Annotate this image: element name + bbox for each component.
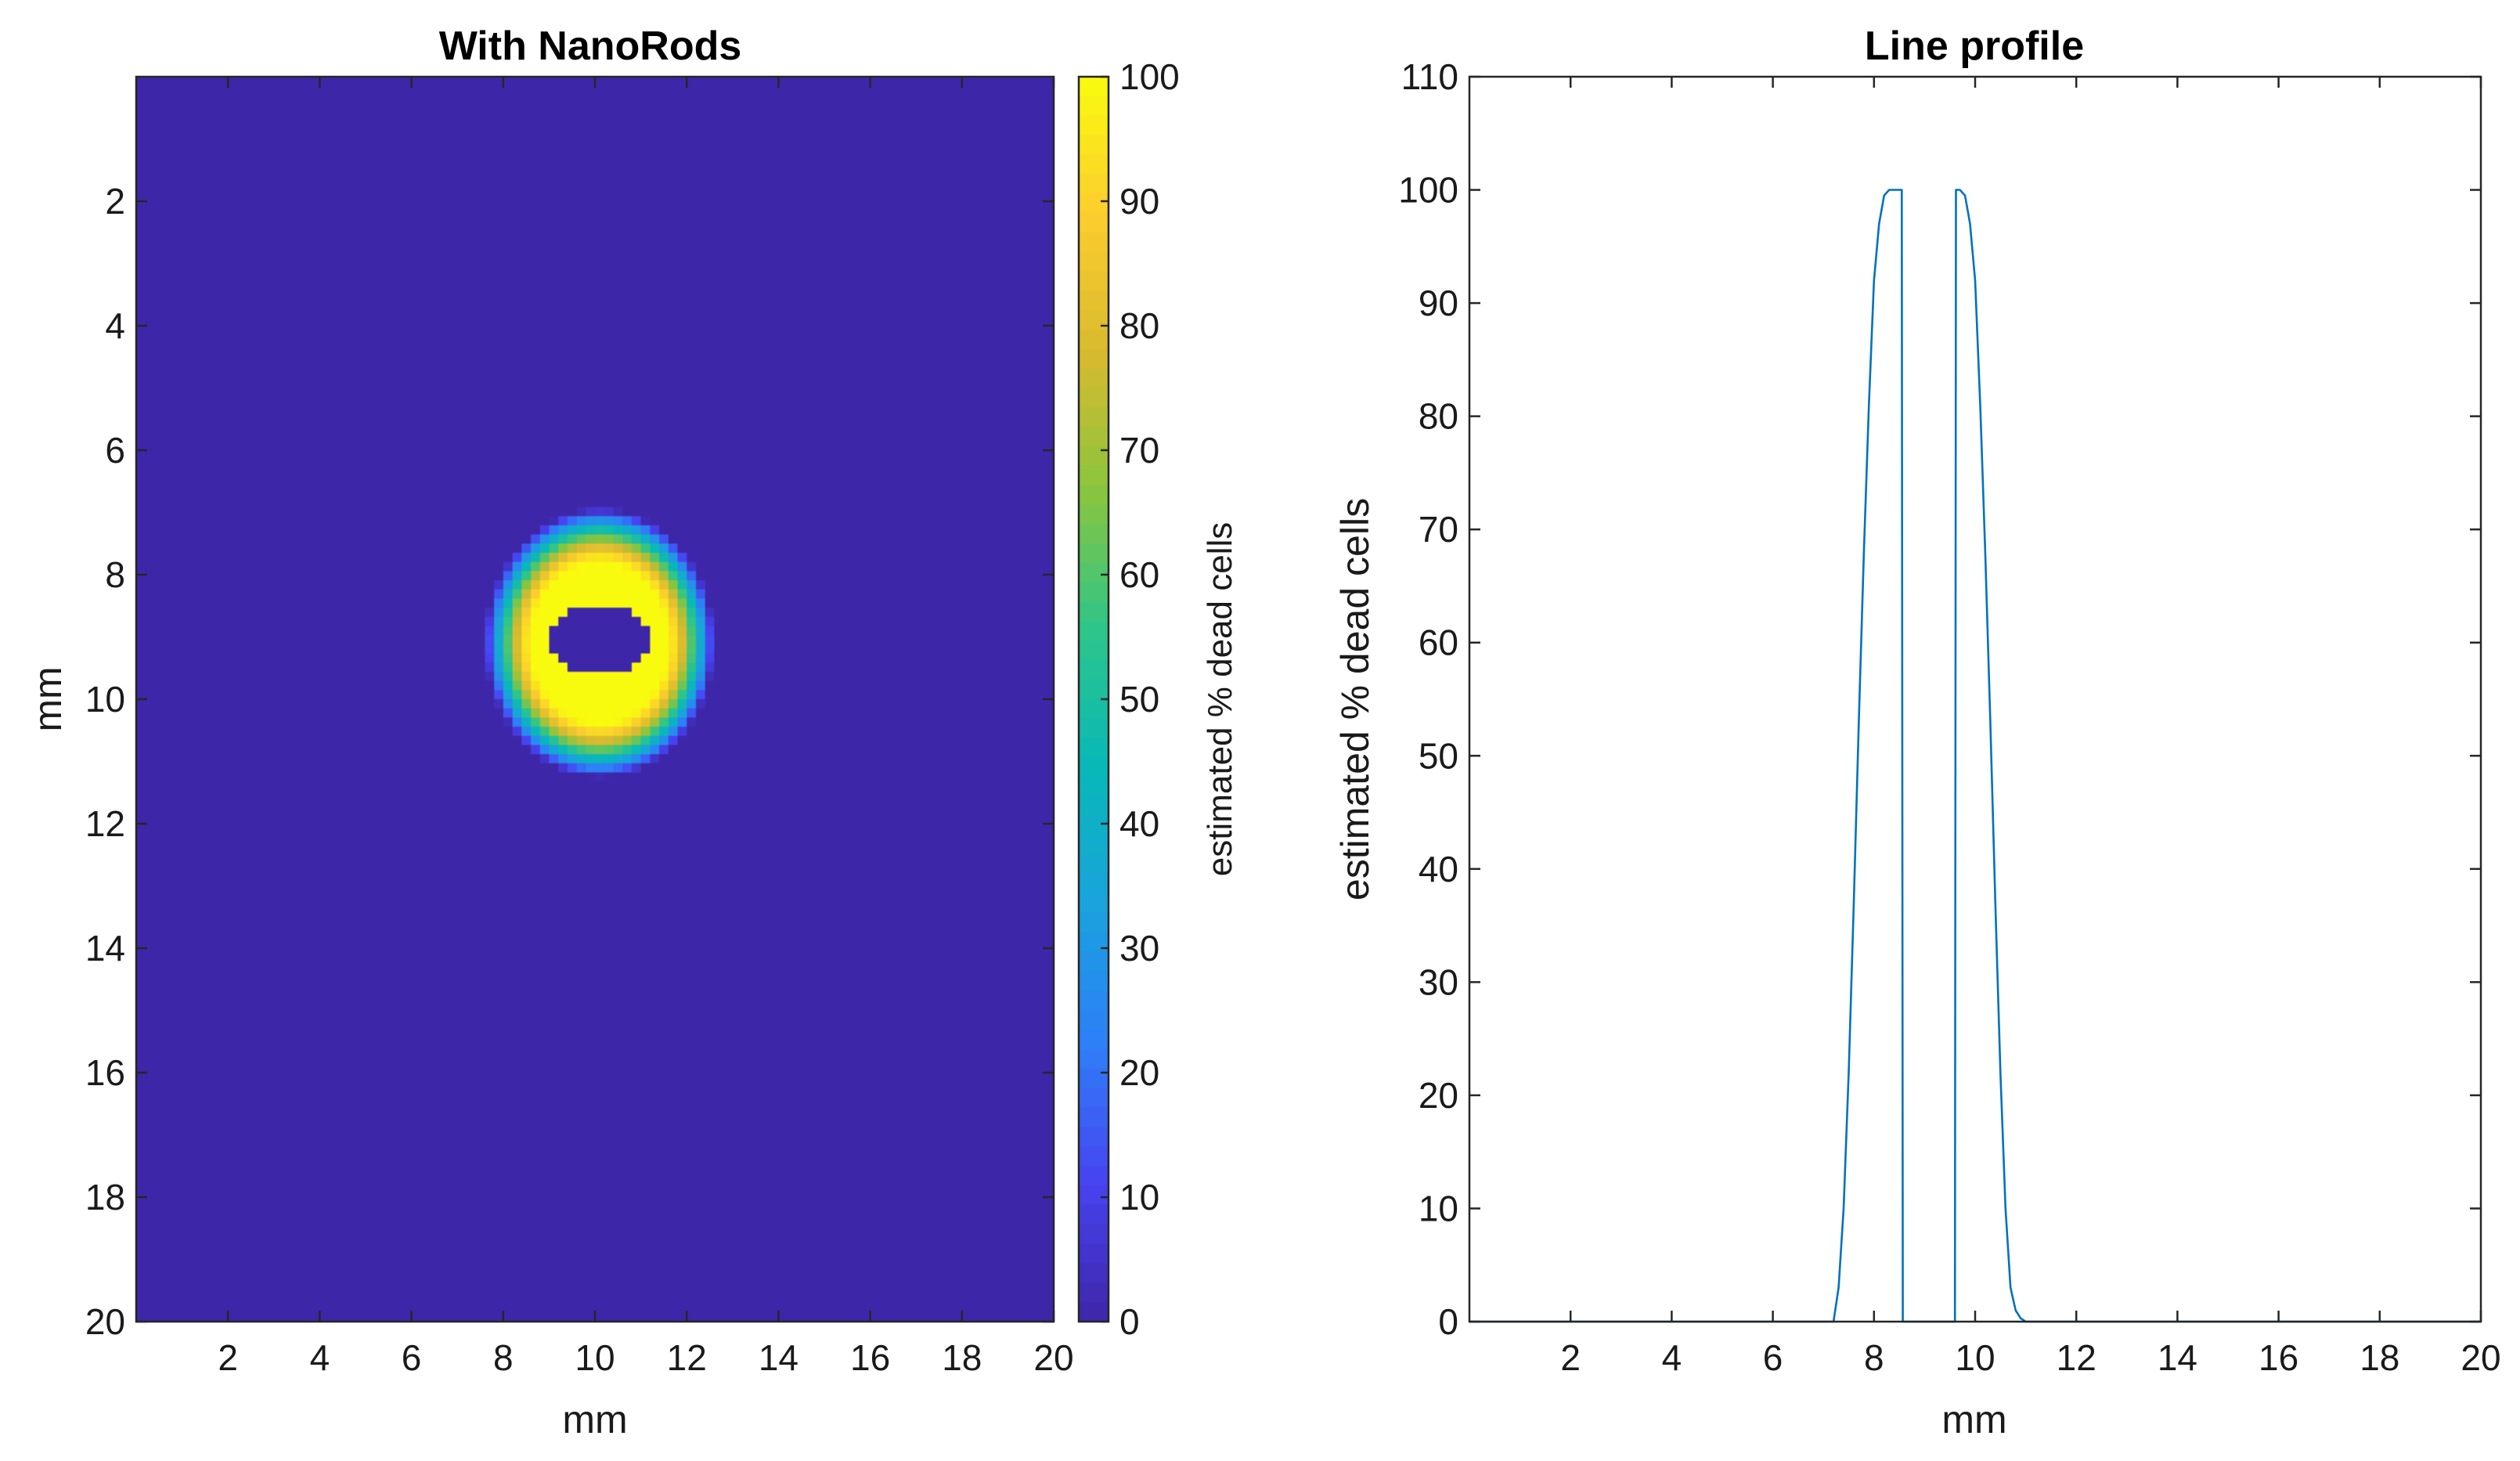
heatmap-y-tick-label: 16 bbox=[85, 1052, 125, 1093]
heatmap-panel: With NanoRods 2 4 6 8 10 12 14 16 18 20 2 4 6 8 10 12 1… bbox=[26, 23, 1074, 1441]
line-x-tick-label: 10 bbox=[1955, 1337, 1995, 1378]
line-y-tick-label: 90 bbox=[1419, 283, 1458, 323]
heatmap-y-tick-label: 6 bbox=[105, 430, 125, 471]
heatmap-x-ticks: 2 4 6 8 10 12 14 16 18 20 bbox=[218, 77, 1074, 1378]
line-x-tick-label: 2 bbox=[1560, 1337, 1581, 1378]
line-y-tick-label: 110 bbox=[1401, 56, 1458, 97]
colorbar-ticks: 0 10 20 30 40 50 60 70 80 90 100 bbox=[1101, 56, 1180, 1342]
colorbar-tick-label: 80 bbox=[1119, 305, 1159, 346]
colorbar-label: estimated % dead cells bbox=[1201, 522, 1239, 876]
heatmap-title: With NanoRods bbox=[439, 23, 742, 69]
heatmap-image bbox=[136, 77, 1054, 1322]
colorbar-tick-label: 40 bbox=[1119, 803, 1159, 844]
line-x-tick-label: 18 bbox=[2360, 1337, 2399, 1378]
heatmap-x-tick-label: 6 bbox=[402, 1337, 422, 1378]
heatmap-x-tick-label: 4 bbox=[310, 1337, 330, 1378]
heatmap-x-tick-label: 10 bbox=[575, 1337, 615, 1378]
line-x-tick-label: 12 bbox=[2057, 1337, 2096, 1378]
line-x-tick-label: 14 bbox=[2158, 1337, 2197, 1378]
heatmap-x-axis-label: mm bbox=[562, 1398, 627, 1441]
heatmap-x-tick-label: 20 bbox=[1033, 1337, 1073, 1378]
line-y-tick-label: 80 bbox=[1419, 396, 1458, 437]
heatmap-x-tick-label: 8 bbox=[493, 1337, 514, 1378]
line-x-ticks: 2 4 6 8 10 12 14 16 18 20 bbox=[1560, 77, 2501, 1378]
heatmap-x-tick-label: 16 bbox=[850, 1337, 890, 1378]
line-y-tick-label: 70 bbox=[1419, 509, 1458, 550]
colorbar-tick-label: 30 bbox=[1119, 928, 1159, 969]
heatmap-x-tick-label: 14 bbox=[759, 1337, 799, 1378]
line-y-tick-label: 40 bbox=[1419, 849, 1458, 889]
line-plot-background bbox=[1469, 77, 2481, 1322]
heatmap-y-tick-label: 10 bbox=[85, 679, 125, 720]
line-y-tick-label: 20 bbox=[1419, 1075, 1458, 1116]
colorbar-tick-label: 60 bbox=[1119, 554, 1159, 595]
line-y-tick-label: 50 bbox=[1419, 735, 1458, 776]
line-profile-panel: Line profile 2 4 6 8 10 12 14 16 18 20 0 10 20 30 40 5… bbox=[1333, 23, 2501, 1441]
colorbar-tick-label: 0 bbox=[1119, 1301, 1140, 1342]
line-y-tick-label: 10 bbox=[1419, 1188, 1458, 1228]
colorbar-tick-label: 70 bbox=[1119, 430, 1159, 471]
colorbar: 0 10 20 30 40 50 60 70 80 90 100 estimated % dead … bbox=[1077, 56, 1239, 1342]
heatmap-y-ticks: 2 4 6 8 10 12 14 16 18 20 bbox=[85, 181, 1054, 1342]
line-x-tick-label: 4 bbox=[1662, 1337, 1682, 1378]
heatmap-x-tick-label: 18 bbox=[942, 1337, 982, 1378]
colorbar-tick-label: 20 bbox=[1119, 1052, 1159, 1093]
heatmap-y-tick-label: 2 bbox=[105, 181, 125, 222]
line-y-tick-label: 30 bbox=[1419, 961, 1458, 1002]
line-x-tick-label: 8 bbox=[1864, 1337, 1884, 1378]
heatmap-y-axis-label: mm bbox=[26, 666, 70, 731]
line-y-tick-label: 100 bbox=[1398, 170, 1458, 211]
line-y-tick-label: 0 bbox=[1438, 1301, 1458, 1342]
heatmap-y-tick-label: 20 bbox=[85, 1301, 125, 1342]
line-profile-title: Line profile bbox=[1865, 23, 2084, 69]
heatmap-y-tick-label: 4 bbox=[105, 305, 125, 346]
line-x-tick-label: 16 bbox=[2259, 1337, 2298, 1378]
colorbar-tick-label: 50 bbox=[1119, 679, 1159, 720]
heatmap-y-tick-label: 12 bbox=[85, 803, 125, 844]
heatmap-x-tick-label: 12 bbox=[667, 1337, 707, 1378]
line-x-tick-label: 20 bbox=[2461, 1337, 2500, 1378]
line-x-axis-label: mm bbox=[1941, 1398, 2006, 1441]
heatmap-y-tick-label: 18 bbox=[85, 1177, 125, 1218]
heatmap-y-tick-label: 14 bbox=[85, 928, 125, 969]
colorbar-tick-label: 10 bbox=[1119, 1177, 1159, 1218]
colorbar-tick-label: 90 bbox=[1119, 181, 1159, 222]
line-y-axis-label: estimated % dead cells bbox=[1333, 498, 1377, 900]
heatmap-y-tick-label: 8 bbox=[105, 554, 125, 595]
heatmap-x-tick-label: 2 bbox=[218, 1337, 238, 1378]
colorbar-tick-label: 100 bbox=[1119, 56, 1180, 97]
line-y-ticks: 0 10 20 30 40 50 60 70 80 90 100 110 bbox=[1398, 56, 2481, 1342]
line-x-tick-label: 6 bbox=[1763, 1337, 1783, 1378]
line-y-tick-label: 60 bbox=[1419, 622, 1458, 663]
